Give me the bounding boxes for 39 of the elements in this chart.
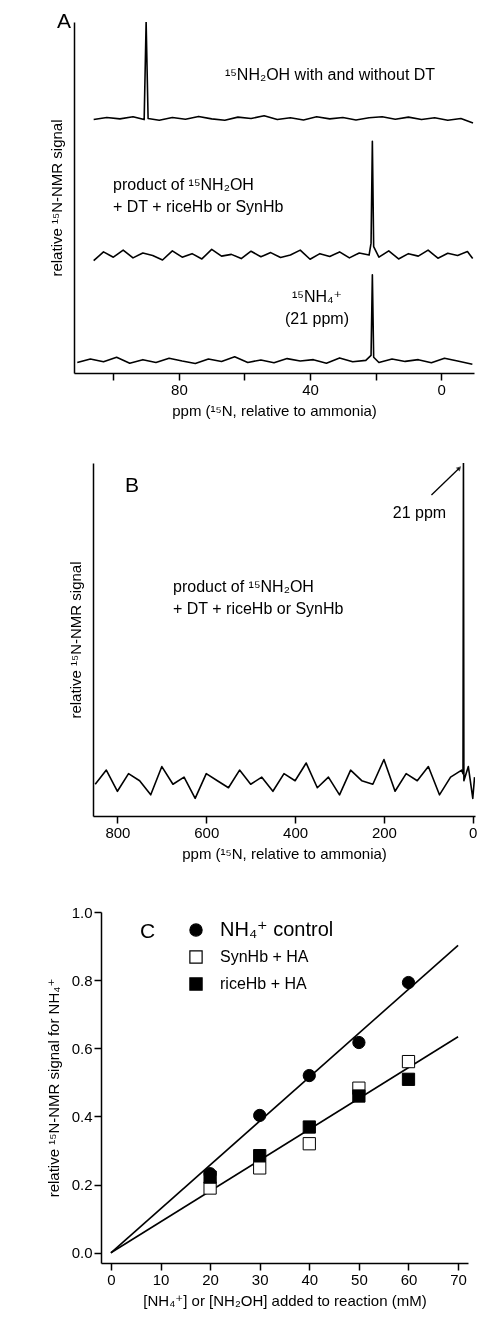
y-axis-title: relative ¹⁵N-NMR signal for NH₄⁺ [44, 978, 62, 1198]
y-tick-label: 0.8 [71, 971, 93, 989]
chart-title: C [140, 919, 156, 942]
x-tick-label: 40 [302, 380, 319, 398]
x-tick-label: 70 [450, 1270, 467, 1288]
x-tick-label: 0 [437, 380, 446, 398]
text: product of ¹⁵NH₂OH + DT + riceHb or SynHb [173, 578, 344, 617]
x-tick-label: 600 [194, 823, 220, 841]
y-tick-label: 1.0 [71, 903, 93, 921]
x-tick-label: 800 [105, 823, 131, 841]
x-axis-title: ppm (¹⁵N, relative to ammonia) [172, 401, 377, 419]
x-tick-label: 50 [351, 1270, 368, 1288]
text: ¹⁵NH₂OH with and without DT [224, 66, 436, 83]
y-axis-title: relative ¹⁵N-NMR signal [47, 119, 65, 277]
y-tick-label: 0.2 [71, 1176, 93, 1194]
x-tick-label: 20 [202, 1270, 219, 1288]
annotation: 21 ppm [392, 504, 447, 521]
chart-title: A [57, 9, 72, 32]
legend-label: SynHb + HA [220, 948, 309, 965]
y-axis-title: relative ¹⁵N-NMR signal [66, 561, 84, 719]
legend-label: NH₄⁺ control [220, 918, 334, 940]
x-axis-title: [NH₄⁺] or [NH₂OH] added to reaction (mM) [143, 1291, 427, 1309]
x-axis-title: ppm (¹⁵N, relative to ammonia) [182, 844, 387, 862]
y-tick-label: 0.0 [71, 1244, 93, 1262]
x-tick-label: 80 [171, 380, 188, 398]
x-tick-label: 400 [283, 823, 309, 841]
text: product of ¹⁵NH₂OH + DT + riceHb or SynHb [113, 176, 284, 215]
legend-label: riceHb + HA [220, 975, 308, 992]
y-tick-label: 0.4 [71, 1107, 93, 1125]
text: B [125, 473, 140, 496]
x-tick-label: 30 [251, 1270, 269, 1288]
y-tick-label: 0.6 [71, 1039, 93, 1057]
x-tick-label: 0 [469, 823, 478, 841]
x-tick-label: 200 [371, 823, 397, 841]
x-tick-label: 60 [400, 1270, 418, 1288]
x-tick-label: 40 [301, 1270, 319, 1288]
x-tick-label: 0 [107, 1270, 116, 1288]
series-label: ¹⁵NH₄⁺ (21 ppm) [284, 288, 350, 327]
x-tick-label: 10 [152, 1270, 170, 1288]
